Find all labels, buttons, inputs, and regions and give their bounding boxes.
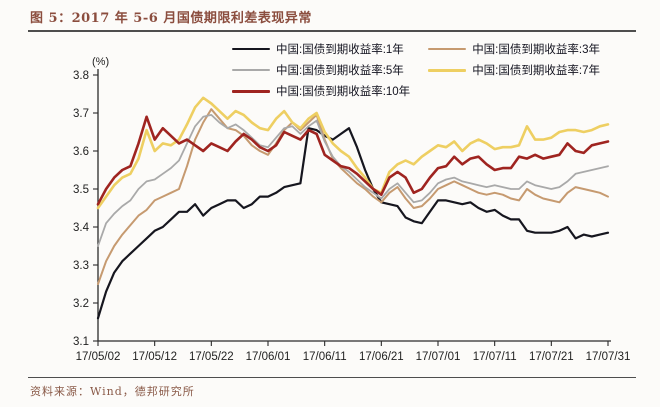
x-tick-label: 17/05/02 <box>76 351 121 363</box>
legend-label-10y: 中国:国债到期收益率:10年 <box>276 86 411 98</box>
footer-divider <box>28 377 636 378</box>
title-divider <box>28 30 636 32</box>
legend-swatch-1y <box>232 48 270 50</box>
legend-label-5y: 中国:国债到期收益率:5年 <box>276 65 404 77</box>
legend-swatch-3y <box>428 48 467 50</box>
x-tick-label: 17/06/21 <box>359 351 404 363</box>
y-tick-label: 3.3 <box>73 260 89 272</box>
y-tick-label: 3.7 <box>73 108 89 120</box>
x-tick-label: 17/05/12 <box>132 351 177 363</box>
legend-item-3y: 中国:国债到期收益率:3年 <box>428 41 600 57</box>
y-tick-label: 3.6 <box>73 146 89 158</box>
legend-label-1y: 中国:国债到期收益率:1年 <box>276 44 404 56</box>
legend-label-7y: 中国:国债到期收益率:7年 <box>472 65 600 77</box>
x-tick-label: 17/07/01 <box>416 351 461 363</box>
legend-swatch-5y <box>232 69 270 71</box>
legend: 中国:国债到期收益率:1年 中国:国债到期收益率:3年 中国:国债到期收益率:5年中… <box>232 41 600 99</box>
series-line-7y <box>96 96 610 210</box>
legend-item-10y: 中国:国债到期收益率:10年 <box>232 83 410 99</box>
y-tick-label: 3.2 <box>73 298 89 310</box>
legend-item-1y: 中国:国债到期收益率:1年 <box>232 41 410 57</box>
figure-title: 图 5：2017 年 5-6 月国债期限利差表现异常 <box>30 11 312 26</box>
series-line-10y <box>96 115 610 206</box>
x-tick-label: 17/05/22 <box>189 351 234 363</box>
axes <box>97 69 611 342</box>
y-tick-label: 3.5 <box>73 184 89 196</box>
legend-label-3y: 中国:国债到期收益率:3年 <box>472 44 600 56</box>
x-tick-label: 17/06/01 <box>246 351 291 363</box>
x-tick-label: 17/07/21 <box>529 351 574 363</box>
series-line-3y <box>97 108 609 285</box>
y-tick-label: 3.8 <box>73 70 89 82</box>
y-tick-label: 3.1 <box>73 336 89 348</box>
source-note: 资料来源：Wind，德邦研究所 <box>30 385 195 398</box>
x-tick-label: 17/06/11 <box>303 351 347 363</box>
x-tick-label: 17/07/11 <box>473 351 517 363</box>
x-tick-label: 17/07/31 <box>586 351 631 363</box>
series-line-1y <box>96 127 610 320</box>
y-tick-label: 3.4 <box>73 222 90 234</box>
legend-item-7y: 中国:国债到期收益率:7年 <box>428 62 600 78</box>
y-axis-unit-label: (%) <box>92 56 110 68</box>
legend-swatch-7y <box>428 68 467 72</box>
series-line-5y <box>97 114 609 247</box>
legend-item-5y: 中国:国债到期收益率:5年 <box>232 62 410 78</box>
legend-swatch-10y <box>232 89 270 93</box>
